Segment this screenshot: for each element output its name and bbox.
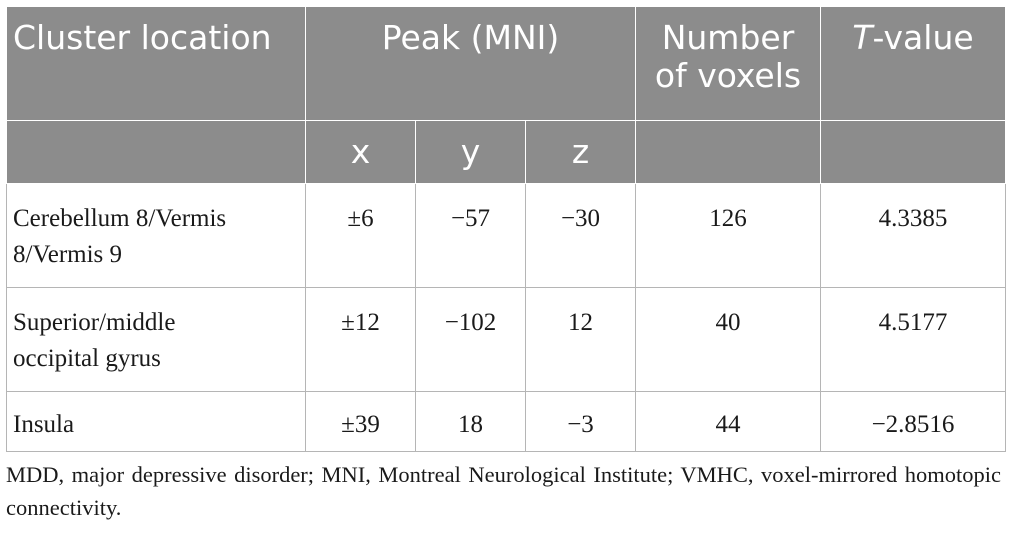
header-t-rest: -value xyxy=(872,18,974,57)
header-t-value: T-value xyxy=(820,6,1006,121)
header-x: x xyxy=(305,120,416,184)
header-number-of-voxels: Number of voxels xyxy=(635,6,821,121)
cell-voxels: 126 xyxy=(635,183,821,288)
header-empty-cell xyxy=(820,120,1006,184)
location-line2: occipital gyrus xyxy=(13,345,161,372)
header-z: z xyxy=(525,120,636,184)
cell-z: −3 xyxy=(525,391,636,452)
cell-cluster-location: Insula xyxy=(6,391,306,452)
cell-z: 12 xyxy=(525,287,636,392)
header-peak-mni: Peak (MNI) xyxy=(305,6,636,121)
cell-x: ±12 xyxy=(305,287,416,392)
table-row: Superior/middle occipital gyrus ±12 −102 … xyxy=(6,287,1006,392)
header-t-italic: T xyxy=(852,18,873,57)
location-line1: Superior/middle xyxy=(13,309,176,336)
cell-x: ±39 xyxy=(305,391,416,452)
cell-voxels: 44 xyxy=(635,391,821,452)
location-line1: Cerebellum 8/Vermis xyxy=(13,205,227,232)
cell-voxels: 40 xyxy=(635,287,821,392)
table-row: Cerebellum 8/Vermis 8/Vermis 9 ±6 −57 −30… xyxy=(6,183,1006,288)
cell-z: −30 xyxy=(525,183,636,288)
header-empty-cell xyxy=(635,120,821,184)
header-cluster-location: Cluster location xyxy=(6,6,306,121)
table-row: Insula ±39 18 −3 44 −2.8516 xyxy=(6,391,1006,452)
header-voxels-line2: of voxels xyxy=(654,56,802,95)
results-table: Cluster location Peak (MNI) Number of vox… xyxy=(6,6,1006,452)
cell-x: ±6 xyxy=(305,183,416,288)
location-line2: 8/Vermis 9 xyxy=(13,241,123,268)
cell-y: −102 xyxy=(415,287,526,392)
header-y: y xyxy=(415,120,526,184)
header-row-axes: x y z xyxy=(6,120,1006,184)
cell-cluster-location: Cerebellum 8/Vermis 8/Vermis 9 xyxy=(6,183,306,288)
cell-t-value: −2.8516 xyxy=(820,391,1006,452)
location-line1: Insula xyxy=(13,411,75,438)
header-voxels-line1: Number xyxy=(661,18,795,57)
table-footnote: MDD, major depressive disorder; MNI, Mon… xyxy=(6,462,1001,520)
header-empty-cell xyxy=(6,120,306,184)
cell-t-value: 4.3385 xyxy=(820,183,1006,288)
results-table-container: Cluster location Peak (MNI) Number of vox… xyxy=(6,6,1006,452)
cell-y: −57 xyxy=(415,183,526,288)
cell-t-value: 4.5177 xyxy=(820,287,1006,392)
header-row-top: Cluster location Peak (MNI) Number of vox… xyxy=(6,6,1006,121)
cell-cluster-location: Superior/middle occipital gyrus xyxy=(6,287,306,392)
cell-y: 18 xyxy=(415,391,526,452)
